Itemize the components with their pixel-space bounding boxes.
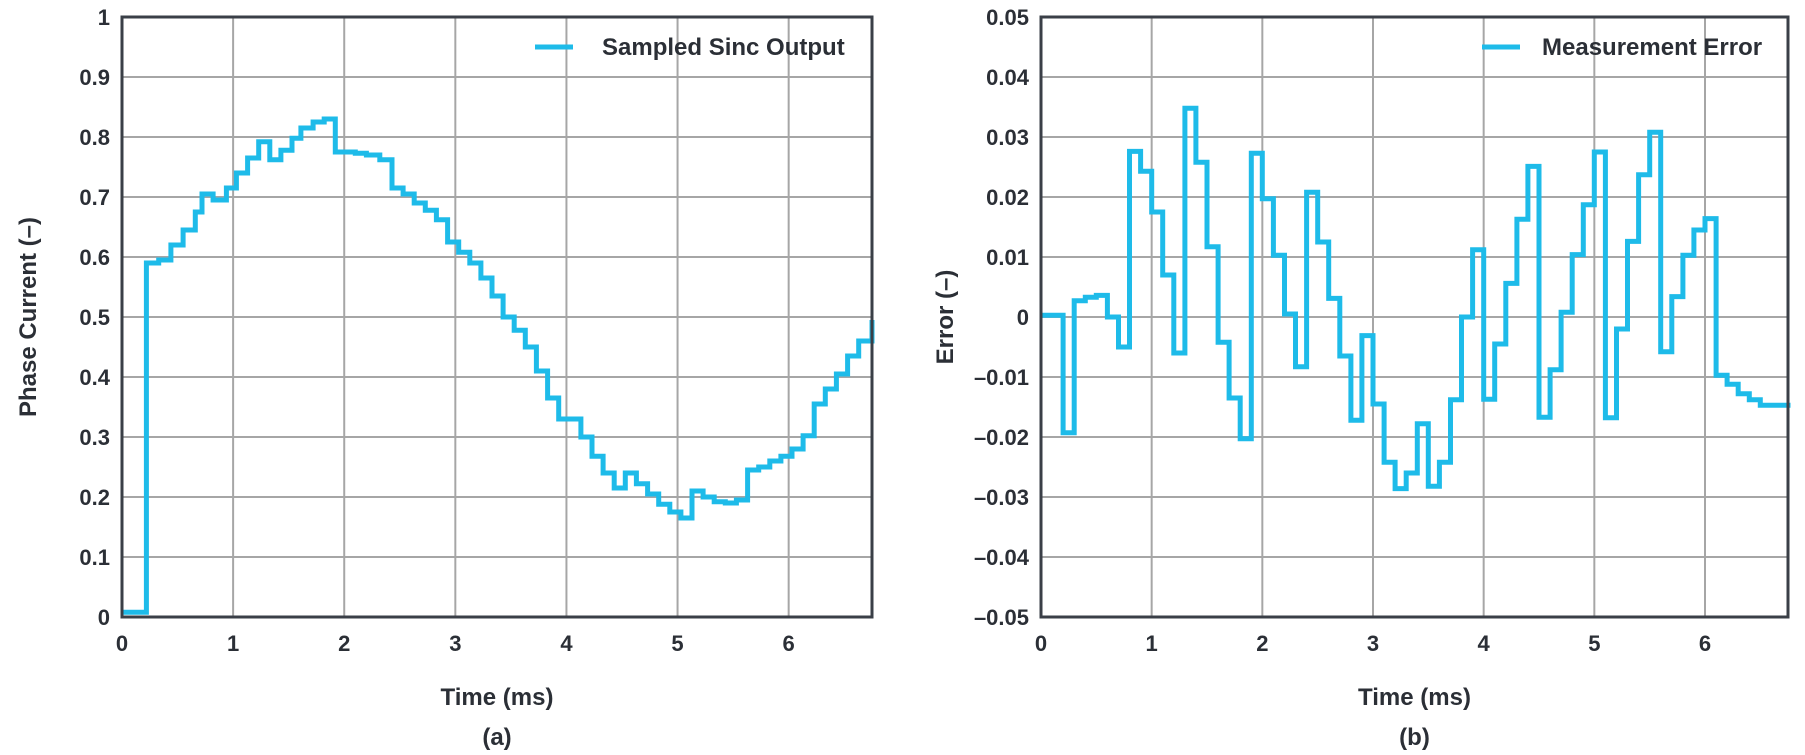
y-tick-label: 0.9: [79, 65, 110, 90]
x-tick-label: 2: [1256, 631, 1268, 656]
x-tick-label: 0: [1035, 631, 1047, 656]
y-tick-label: 0.8: [79, 125, 110, 150]
x-tick-label: 5: [1588, 631, 1600, 656]
y-tick-label: 0.04: [986, 65, 1030, 90]
x-tick-label: 3: [449, 631, 461, 656]
panel-label: (b): [1399, 724, 1430, 751]
y-tick-label: 0.01: [986, 245, 1029, 270]
y-tick-label: 0.03: [986, 125, 1029, 150]
y-tick-label: 0: [1017, 305, 1029, 330]
x-tick-label: 3: [1367, 631, 1379, 656]
y-tick-label: 0.7: [79, 185, 110, 210]
panel-label: (a): [482, 724, 511, 751]
x-tick-label: 2: [338, 631, 350, 656]
legend-label: Measurement Error: [1542, 34, 1762, 61]
y-tick-label: 0.2: [79, 485, 110, 510]
y-tick-label: 0.4: [79, 365, 110, 390]
y-axis-label: Error (–): [932, 270, 959, 365]
y-tick-label: –0.01: [974, 365, 1029, 390]
x-tick-label: 5: [671, 631, 683, 656]
x-tick-label: 1: [227, 631, 239, 656]
x-tick-label: 4: [560, 631, 573, 656]
y-tick-label: 0.6: [79, 245, 110, 270]
y-tick-label: 0.02: [986, 185, 1029, 210]
panel-b-chart: –0.05 –0.04 –0.03 –0.02 –0.01 0 0.01 0.02 0.03 0.…: [932, 5, 1791, 751]
y-tick-label: 0.5: [79, 305, 110, 330]
series-line: [122, 116, 875, 615]
y-tick-label: 0.1: [79, 545, 110, 570]
y-tick-label: –0.04: [974, 545, 1030, 570]
plot-frame: [1039, 15, 1790, 619]
y-tick-label: –0.03: [974, 485, 1029, 510]
y-tick-label: 1: [98, 5, 110, 30]
y-tick-label: 0.05: [986, 5, 1029, 30]
x-tick-label: 0: [116, 631, 128, 656]
y-tick-label: 0.3: [79, 425, 110, 450]
x-axis-label: Time (ms): [441, 684, 554, 711]
y-axis-label: Phase Current (–): [15, 217, 42, 417]
x-axis-label: Time (ms): [1358, 684, 1471, 711]
x-tick-label: 4: [1478, 631, 1491, 656]
panel-a-chart: 0 0.1 0.2 0.3 0.4 0.5 0.6 0.7 0.8 0.9 1 0 1 2 3 4 5 6 Samp…: [15, 5, 875, 751]
legend-label: Sampled Sinc Output: [602, 34, 845, 61]
x-tick-label: 6: [1699, 631, 1711, 656]
series-line: [1041, 105, 1791, 492]
x-tick-label: 1: [1146, 631, 1158, 656]
plot-frame: [120, 15, 874, 619]
y-tick-label: 0: [98, 605, 110, 630]
x-tick-label: 6: [783, 631, 795, 656]
y-tick-label: –0.02: [974, 425, 1029, 450]
y-tick-label: –0.05: [974, 605, 1029, 630]
